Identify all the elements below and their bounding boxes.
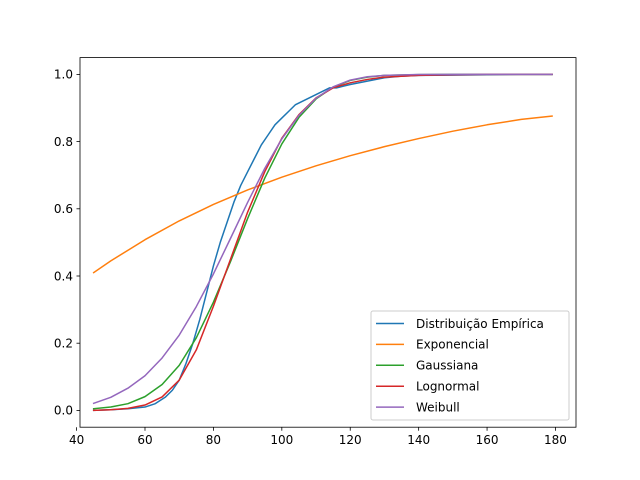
legend-label-4: Weibull [416, 400, 460, 414]
x-tick-label: 80 [206, 433, 221, 447]
x-tick-label: 100 [270, 433, 293, 447]
legend: Distribuição Empírica Exponencial Gaussian… [370, 310, 570, 421]
y-tick-label: 0.0 [54, 404, 73, 418]
legend-label-3: Lognormal [416, 380, 479, 394]
series-layer [92, 73, 553, 412]
y-axis: 0.0 0.2 0.4 0.6 0.8 1.0 [54, 68, 80, 418]
x-tick-label: 120 [339, 433, 362, 447]
legend-label-0: Distribuição Empírica [416, 317, 544, 331]
axes-spines [79, 57, 577, 428]
legend-box [370, 310, 570, 421]
y-tick-label: 0.8 [54, 135, 73, 149]
x-tick-label: 40 [69, 433, 84, 447]
x-tick-label: 180 [544, 433, 567, 447]
y-tick-label: 1.0 [54, 68, 73, 82]
series-line-0 [92, 73, 553, 412]
x-tick-label: 140 [407, 433, 430, 447]
legend-label-2: Gaussiana [416, 359, 478, 373]
y-tick-label: 0.6 [54, 202, 73, 216]
x-tick-label: 160 [476, 433, 499, 447]
y-tick-label: 0.4 [54, 269, 73, 283]
series-line-1 [92, 115, 553, 274]
y-tick-label: 0.2 [54, 337, 73, 351]
x-tick-label: 60 [137, 433, 152, 447]
x-axis: 40 60 80 100 120 140 160 180 [69, 427, 567, 447]
axes-frame [79, 57, 577, 428]
series-line-4 [92, 73, 553, 405]
legend-label-1: Exponencial [416, 338, 489, 352]
